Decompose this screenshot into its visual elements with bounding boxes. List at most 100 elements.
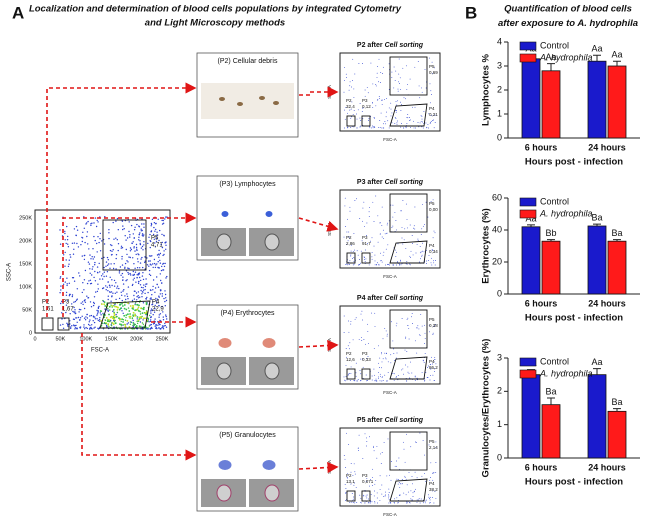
event-dot	[421, 255, 423, 257]
event-dot	[356, 502, 358, 503]
event-dot	[158, 316, 160, 318]
event-dot	[400, 260, 402, 262]
event-dot	[108, 232, 110, 234]
event-dot	[158, 314, 160, 316]
event-dot	[379, 475, 381, 477]
event-dot	[381, 99, 383, 101]
event-dot	[107, 318, 110, 321]
event-dot	[83, 279, 86, 281]
event-dot	[66, 300, 69, 302]
event-dot	[69, 313, 71, 315]
event-dot	[136, 267, 139, 269]
event-dot	[425, 500, 427, 502]
event-dot	[163, 253, 165, 256]
event-dot	[415, 252, 417, 254]
event-dot	[69, 256, 72, 258]
event-dot	[421, 115, 423, 117]
gate	[361, 115, 371, 127]
event-dot	[140, 307, 142, 310]
event-dot	[64, 265, 66, 267]
event-dot	[431, 363, 433, 365]
event-dot	[107, 309, 109, 311]
event-dot	[421, 121, 423, 123]
event-dot	[63, 254, 65, 256]
event-dot	[421, 250, 423, 252]
event-dot	[433, 230, 435, 232]
event-dot	[400, 101, 402, 103]
event-dot	[384, 327, 386, 329]
cell	[262, 460, 276, 470]
event-dot	[87, 261, 90, 263]
event-dot	[433, 502, 435, 504]
event-dot	[135, 325, 138, 327]
event-dot	[430, 477, 432, 478]
x-axis-label: Hours post - infection	[525, 477, 623, 488]
event-dot	[387, 264, 389, 266]
event-dot	[107, 259, 110, 261]
event-dot	[112, 310, 114, 312]
event-dot	[349, 210, 351, 212]
event-dot	[412, 492, 414, 494]
event-dot	[397, 479, 399, 480]
event-dot	[142, 287, 144, 289]
event-dot	[391, 321, 393, 323]
event-dot	[163, 265, 166, 268]
event-dot	[416, 327, 418, 329]
panel-title: after exposure to A. hydrophila	[498, 18, 638, 29]
event-dot	[91, 256, 93, 258]
event-dot	[395, 325, 397, 327]
significance-label: Aa	[545, 52, 556, 62]
event-dot	[60, 289, 62, 291]
event-dot	[127, 273, 130, 275]
event-dot	[421, 254, 423, 256]
gate	[57, 317, 70, 331]
event-dot	[127, 313, 129, 316]
y-tick-label: 4	[497, 36, 502, 46]
x-axis-label: FSC-A	[383, 512, 397, 516]
event-dot	[83, 258, 86, 261]
event-dot	[434, 491, 436, 493]
event-dot	[349, 81, 351, 83]
event-dot	[123, 304, 126, 306]
event-dot	[374, 127, 376, 129]
event-dot	[347, 264, 349, 266]
event-dot	[358, 264, 359, 266]
event-dot	[137, 282, 140, 285]
event-dot	[403, 448, 405, 450]
event-dot	[123, 323, 126, 326]
event-dot	[97, 319, 100, 322]
event-dot	[435, 462, 437, 463]
event-dot	[354, 318, 356, 320]
event-dot	[151, 309, 153, 312]
gate	[346, 115, 356, 127]
event-dot	[344, 484, 346, 486]
event-dot	[115, 254, 118, 256]
event-dot	[433, 325, 435, 327]
gate-name: P5	[429, 439, 435, 444]
event-dot	[132, 304, 134, 307]
x-tick-label: 150K	[105, 336, 118, 342]
event-dot	[365, 445, 367, 447]
event-dot	[384, 121, 386, 122]
event-dot	[113, 318, 115, 321]
event-dot	[353, 88, 355, 90]
event-dot	[406, 380, 408, 382]
event-dot	[390, 479, 392, 481]
event-dot	[113, 305, 115, 307]
event-dot	[406, 261, 408, 263]
gate	[361, 368, 371, 380]
event-dot	[348, 263, 350, 265]
event-dot	[416, 377, 418, 379]
event-dot	[67, 243, 69, 245]
event-dot	[379, 127, 381, 129]
cell	[218, 338, 232, 348]
event-dot	[407, 117, 409, 119]
event-dot	[405, 127, 407, 129]
event-dot	[137, 306, 140, 309]
event-dot	[427, 494, 429, 496]
event-dot	[384, 233, 386, 235]
event-dot	[137, 291, 140, 293]
sort-title-em: Cell sorting	[385, 295, 424, 302]
micrograph	[201, 83, 294, 119]
event-dot	[377, 66, 379, 68]
